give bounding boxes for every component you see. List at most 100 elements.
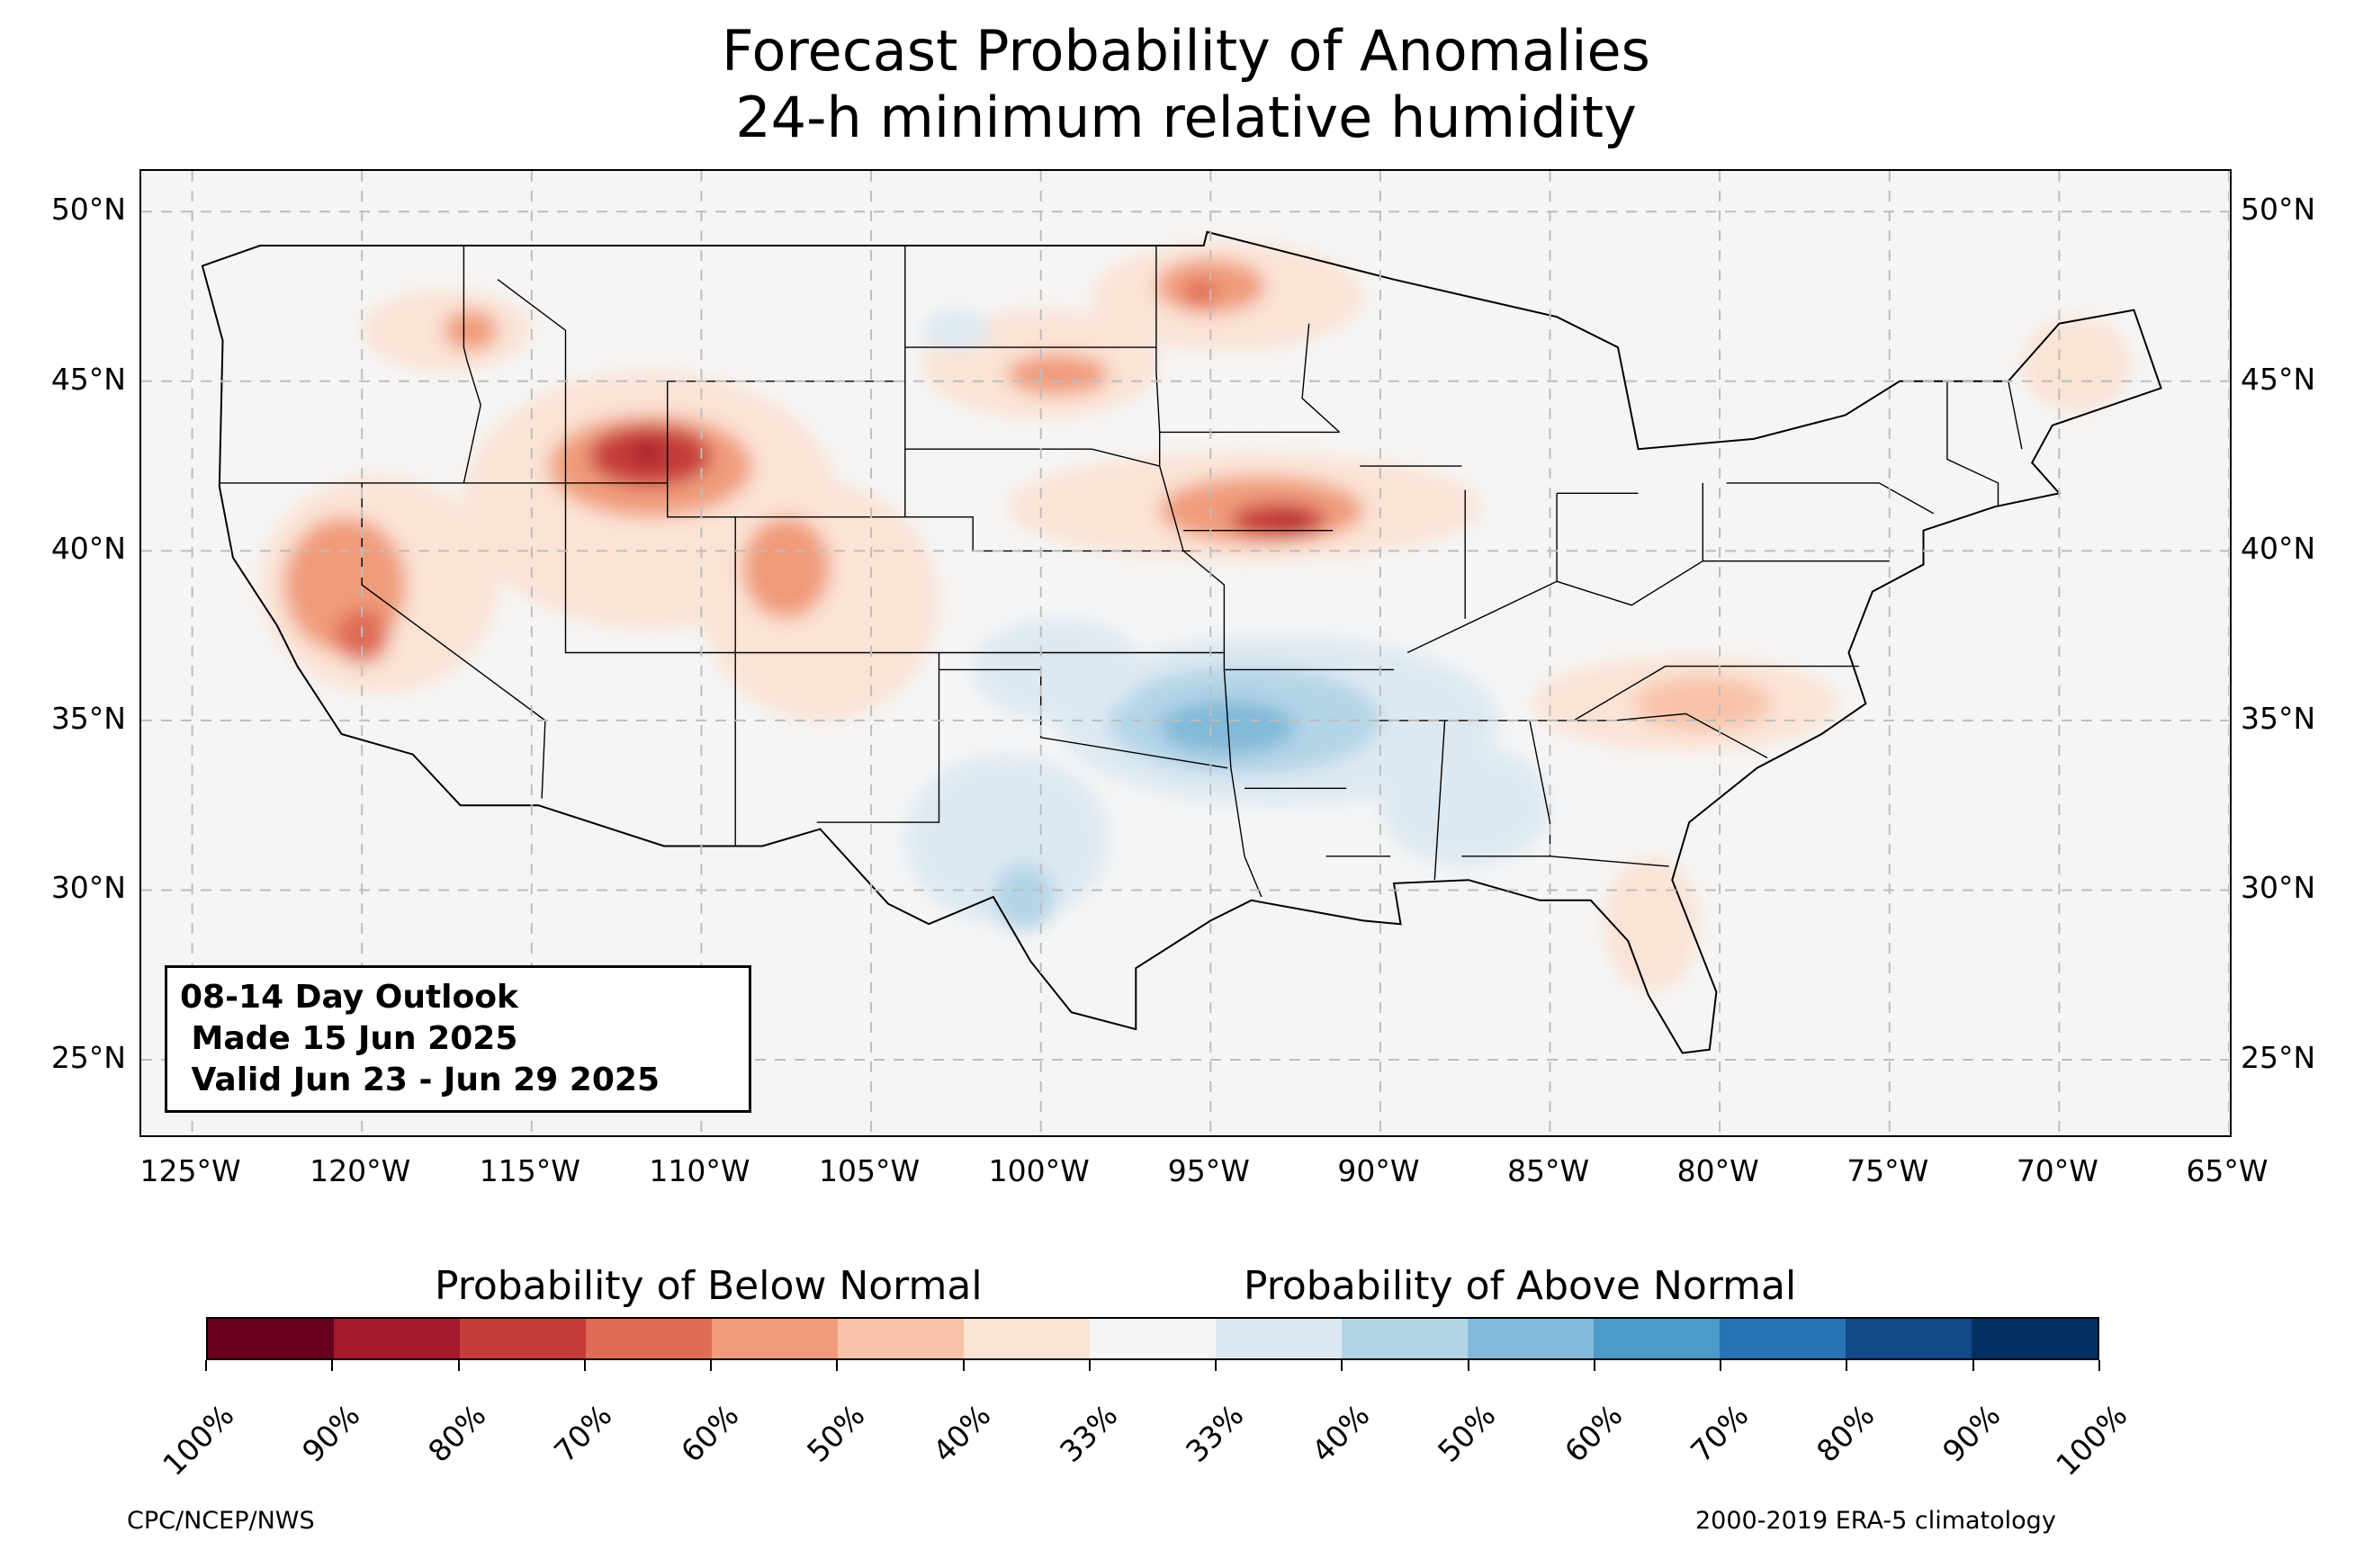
colorbar-tick [1341, 1360, 1343, 1371]
state-boundary [497, 279, 567, 483]
colorbar-tick-label: 40% [926, 1397, 998, 1470]
colorbar-swatch [208, 1319, 334, 1358]
colorbar-tick [331, 1360, 334, 1371]
gridlines [141, 171, 2229, 1134]
colorbar-tick [457, 1360, 460, 1371]
colorbar [206, 1317, 2099, 1360]
colorbar-swatch [1846, 1319, 1972, 1358]
colorbar-swatch [334, 1319, 460, 1358]
colorbar-tick-label: 50% [800, 1397, 872, 1470]
anomaly-below-region [1006, 354, 1110, 395]
colorbar-tick [836, 1360, 839, 1371]
longitude-label: 125°W [139, 1153, 241, 1188]
outlook-info-box: 08-14 Day Outlook Made 15 Jun 2025 Valid… [165, 965, 751, 1113]
longitude-label: 65°W [2186, 1153, 2269, 1188]
anomaly-below-region [1604, 856, 1700, 992]
colorbar-tick-label: 70% [547, 1397, 619, 1470]
colorbar-swatch [1468, 1319, 1594, 1358]
colorbar-swatch [1090, 1319, 1216, 1358]
colorbar-swatch [964, 1319, 1090, 1358]
anomaly-above-region [921, 309, 991, 351]
state-boundary [1726, 482, 1935, 515]
colorbar-tick [583, 1360, 586, 1371]
anomaly-below-region [1634, 676, 1771, 731]
longitude-label: 80°W [1676, 1153, 1759, 1188]
colorbar-tick [1215, 1360, 1217, 1371]
colorbar-below-heading: Probability of Below Normal [435, 1263, 983, 1309]
colorbar-swatch [1342, 1319, 1468, 1358]
state-boundary [564, 482, 1225, 654]
state-boundary [1550, 856, 1669, 867]
colorbar-tick-label: 50% [1431, 1397, 1503, 1470]
colorbar-tick-label: 90% [294, 1397, 367, 1470]
longitude-label: 75°W [1846, 1153, 1929, 1188]
chart-title-line-2: 24-h minimum relative humidity [735, 85, 1637, 150]
longitude-label: 70°W [2016, 1153, 2098, 1188]
anomaly-below-region [741, 516, 831, 619]
outlook-valid-range: Valid Jun 23 - Jun 29 2025 [180, 1062, 660, 1098]
colorbar-tick-label: 80% [1810, 1397, 1882, 1470]
colorbar-tick [1720, 1360, 1722, 1371]
anomaly-below-region [1183, 279, 1217, 307]
colorbar-tick-label: 60% [673, 1397, 746, 1470]
longitude-label: 90°W [1337, 1153, 1420, 1188]
map-panel[interactable] [139, 169, 2232, 1137]
colorbar-tick [962, 1360, 965, 1371]
anomaly-above-region [993, 863, 1055, 931]
colorbar-swatch [586, 1319, 712, 1358]
anomaly-below-region [443, 309, 499, 351]
colorbar-swatch [1972, 1319, 2098, 1358]
state-boundary [939, 668, 1228, 769]
state-boundary [2008, 381, 2023, 450]
state-boundary [1433, 720, 1446, 881]
boundary-layer [201, 230, 2162, 1054]
anomaly-below-region [2021, 317, 2131, 412]
state-boundary [1406, 560, 1703, 654]
colorbar-tick [1593, 1360, 1595, 1371]
colorbar-tick-label: 70% [1683, 1397, 1756, 1470]
anomaly-above-region [973, 618, 1143, 721]
anomaly-below-region [630, 442, 664, 463]
colorbar-swatch [1594, 1319, 1720, 1358]
anomaly-above-region [1379, 744, 1550, 867]
colorbar-tick-label: 60% [1557, 1397, 1630, 1470]
state-boundary [667, 246, 906, 382]
state-boundary [904, 448, 1160, 467]
longitude-label: 115°W [479, 1153, 580, 1188]
outlook-made-date: Made 15 Jun 2025 [180, 1020, 518, 1057]
colorbar-tick-label: 100% [155, 1397, 241, 1483]
us-coastline [201, 230, 2162, 1054]
colorbar-swatch [712, 1319, 838, 1358]
colorbar-tick [710, 1360, 713, 1371]
longitude-label: 120°W [310, 1153, 411, 1188]
colorbar-swatch [1216, 1319, 1342, 1358]
latitude-label-left: 25°N [50, 1040, 126, 1076]
us-map [141, 171, 2229, 1134]
latitude-label-left: 35°N [50, 700, 126, 736]
colorbar-tick [1467, 1360, 1469, 1371]
latitude-label-left: 45°N [50, 361, 126, 397]
latitude-label-left: 30°N [50, 870, 126, 906]
anomaly-layer [260, 242, 2131, 992]
footer-climatology: 2000-2019 ERA-5 climatology [1695, 1507, 2056, 1535]
state-boundary [1301, 323, 1341, 433]
chart-title-line-1: Forecast Probability of Anomalies [722, 18, 1650, 84]
state-boundary [816, 652, 940, 823]
longitude-label: 95°W [1167, 1153, 1250, 1188]
longitude-label: 85°W [1506, 1153, 1590, 1188]
latitude-label-right: 25°N [2241, 1040, 2316, 1076]
latitude-label-right: 50°N [2241, 192, 2316, 228]
latitude-label-right: 35°N [2241, 700, 2316, 736]
longitude-label: 110°W [649, 1153, 750, 1188]
latitude-label-right: 40°N [2241, 531, 2316, 567]
state-boundary [1946, 381, 1999, 507]
latitude-label-right: 45°N [2241, 361, 2316, 397]
colorbar-swatch [460, 1319, 586, 1358]
latitude-label-left: 50°N [50, 192, 126, 228]
state-boundary [1155, 246, 1262, 898]
longitude-label: 105°W [818, 1153, 921, 1188]
colorbar-tick-label: 33% [1178, 1397, 1251, 1470]
anomaly-above-region [904, 754, 1110, 925]
colorbar-tick [1972, 1360, 1974, 1371]
latitude-label-left: 40°N [50, 531, 126, 567]
